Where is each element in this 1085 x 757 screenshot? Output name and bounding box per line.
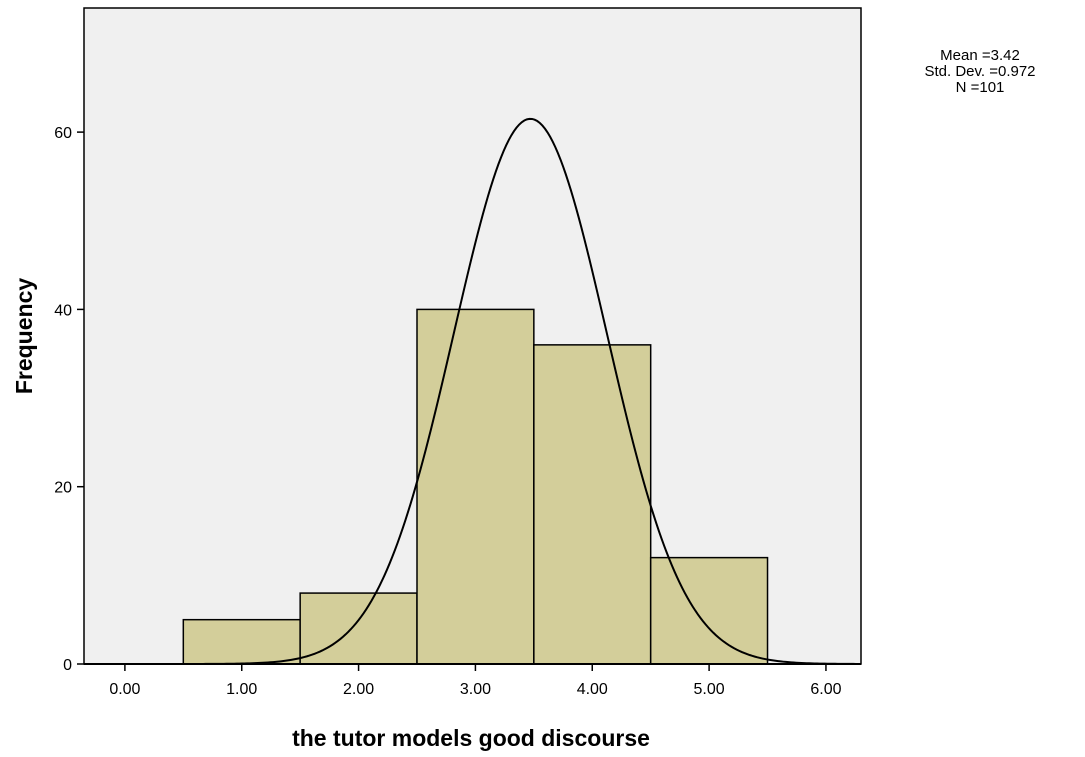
histogram-bar-3: [416, 308, 535, 665]
histogram-bars: [182, 308, 769, 665]
y-axis-title: Frequency: [11, 278, 37, 395]
x-tick-label: 2.00: [343, 681, 374, 698]
histogram-bar-1: [182, 618, 301, 665]
x-tick-label: 4.00: [577, 681, 608, 698]
x-tick-label: 0.00: [109, 681, 140, 698]
x-tick-label: 3.00: [460, 681, 491, 698]
y-tick-label: 60: [54, 125, 72, 142]
y-tick-label: 40: [54, 302, 72, 319]
histogram-bar-4: [533, 344, 652, 665]
y-axis-ticks: 0 20 40 60: [54, 125, 84, 674]
std-dev-stat: Std. Dev. =0.972: [924, 63, 1036, 80]
x-axis-ticks: 0.00 1.00 2.00 3.00 4.00 5.00 6.00: [109, 664, 842, 698]
y-tick-label: 0: [63, 657, 72, 674]
mean-stat: Mean =3.42: [940, 47, 1020, 64]
x-tick-label: 6.00: [810, 681, 841, 698]
n-stat: N =101: [955, 79, 1005, 96]
x-tick-label: 1.00: [226, 681, 257, 698]
x-axis-title: the tutor models good discourse: [292, 725, 650, 751]
histogram-bar-5: [649, 556, 769, 665]
x-tick-label: 5.00: [694, 681, 725, 698]
statistics-box: Mean =3.42 Std. Dev. =0.972 N =101: [900, 48, 1060, 96]
y-tick-label: 20: [54, 480, 72, 497]
